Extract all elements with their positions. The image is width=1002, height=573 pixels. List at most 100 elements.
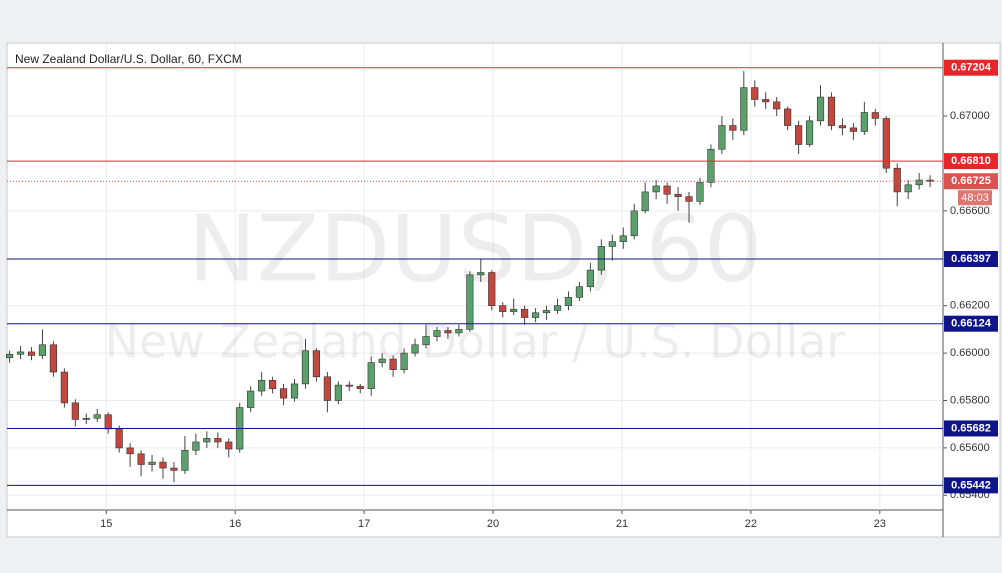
candle-body: [5, 353, 14, 359]
candle-body: [115, 428, 123, 449]
candle-body: [674, 193, 682, 197]
candle-body: [784, 108, 792, 126]
candle-body: [258, 380, 266, 392]
candle-body: [575, 286, 584, 298]
candle-body: [740, 87, 748, 131]
candle-body: [521, 308, 529, 318]
candle-body: [882, 118, 890, 169]
candle-body: [279, 388, 288, 399]
candle-body: [444, 330, 452, 334]
candle-body: [707, 148, 715, 183]
candle-body: [532, 312, 540, 318]
candle-body: [422, 336, 430, 346]
candle-body: [455, 329, 463, 334]
level-label-box: [944, 250, 998, 267]
candle-body: [871, 112, 879, 119]
candle-body: [926, 179, 934, 182]
candle-body: [225, 441, 233, 450]
candle-body: [849, 127, 857, 132]
candle-body: [718, 125, 726, 150]
x-tick-label: 20: [487, 518, 499, 530]
candle-body: [181, 449, 189, 471]
candle-body: [400, 352, 408, 370]
watermark-subtitle: New Zealand Dollar / U.S. Dollar: [105, 315, 846, 369]
candle-body: [827, 96, 836, 126]
x-tick-label: 21: [616, 518, 628, 530]
candle-body: [860, 112, 868, 132]
level-label: 0.66397: [951, 253, 991, 265]
candle-body: [71, 402, 79, 420]
candle-body: [367, 362, 375, 389]
candle-body: [499, 305, 507, 312]
candle-body: [795, 125, 803, 145]
candle-body: [762, 99, 770, 103]
candle-body: [630, 210, 638, 237]
candle-body: [159, 461, 167, 469]
candle-body: [192, 441, 200, 451]
chart-title: New Zealand Dollar/U.S. Dollar, 60, FXCM: [15, 52, 242, 66]
candle-body: [38, 344, 47, 356]
y-tick-label: 0.65800: [950, 394, 990, 406]
candle-body: [82, 417, 90, 420]
countdown-box: [958, 190, 992, 206]
candle-body: [378, 358, 386, 363]
candle-body: [641, 191, 649, 212]
candle-body: [214, 438, 222, 443]
candle-body: [203, 438, 211, 443]
level-label: 0.67204: [951, 62, 992, 74]
level-label: 0.65442: [951, 479, 991, 491]
y-tick-label: 0.66600: [950, 205, 990, 217]
y-tick-label: 0.67000: [950, 110, 990, 122]
candle-body: [16, 351, 25, 355]
x-tick-label: 17: [358, 518, 370, 530]
candle-body: [126, 447, 134, 455]
candle-body: [433, 330, 441, 337]
level-label-box: [944, 59, 998, 76]
x-tick-label: 16: [229, 518, 241, 530]
candle-body: [564, 297, 573, 306]
candle-body: [510, 308, 518, 312]
candle-body: [247, 390, 255, 408]
level-label-box: [944, 477, 998, 494]
x-tick-label: 23: [874, 518, 886, 530]
candle-body: [477, 272, 485, 276]
candle-body: [356, 385, 364, 389]
candle-body: [597, 246, 605, 271]
candle-body: [805, 120, 814, 145]
candle-body: [60, 371, 68, 404]
level-label-box: [944, 420, 998, 437]
candle-body: [170, 467, 178, 471]
candle-body: [729, 125, 737, 131]
candle-body: [466, 274, 474, 330]
candle-body: [488, 272, 496, 306]
y-tick-label: 0.66000: [950, 347, 990, 359]
candle-body: [663, 185, 671, 195]
y-tick-label: 0.66200: [950, 300, 990, 312]
last-price-box: [944, 173, 998, 190]
candle-body: [696, 182, 704, 202]
watermark: NZDUSD, 60: [188, 195, 763, 302]
candle-body: [904, 184, 912, 193]
candle-body: [268, 380, 277, 389]
level-label: 0.66810: [951, 155, 991, 167]
candle-body: [148, 461, 156, 465]
candle-body: [345, 384, 353, 387]
level-label: 0.66124: [951, 318, 992, 330]
x-tick-label: 22: [745, 518, 757, 530]
candle-body: [652, 185, 660, 193]
y-tick-label: 0.65600: [950, 442, 990, 454]
candle-body: [290, 383, 299, 399]
candle-body: [49, 344, 58, 373]
x-tick-label: 15: [100, 518, 112, 530]
candle-body: [816, 96, 825, 122]
last-price-label: 0.66725: [951, 175, 991, 187]
candle-body: [137, 453, 145, 465]
countdown: 48:03: [961, 192, 989, 204]
axes: 15 16 17 20 21 22 230.654000.656000.658000.660…: [100, 59, 998, 530]
candle-body: [608, 241, 616, 247]
candle-body: [838, 125, 847, 129]
candle-body: [542, 310, 551, 314]
candle-body: [27, 351, 36, 356]
candle-body: [685, 196, 693, 202]
